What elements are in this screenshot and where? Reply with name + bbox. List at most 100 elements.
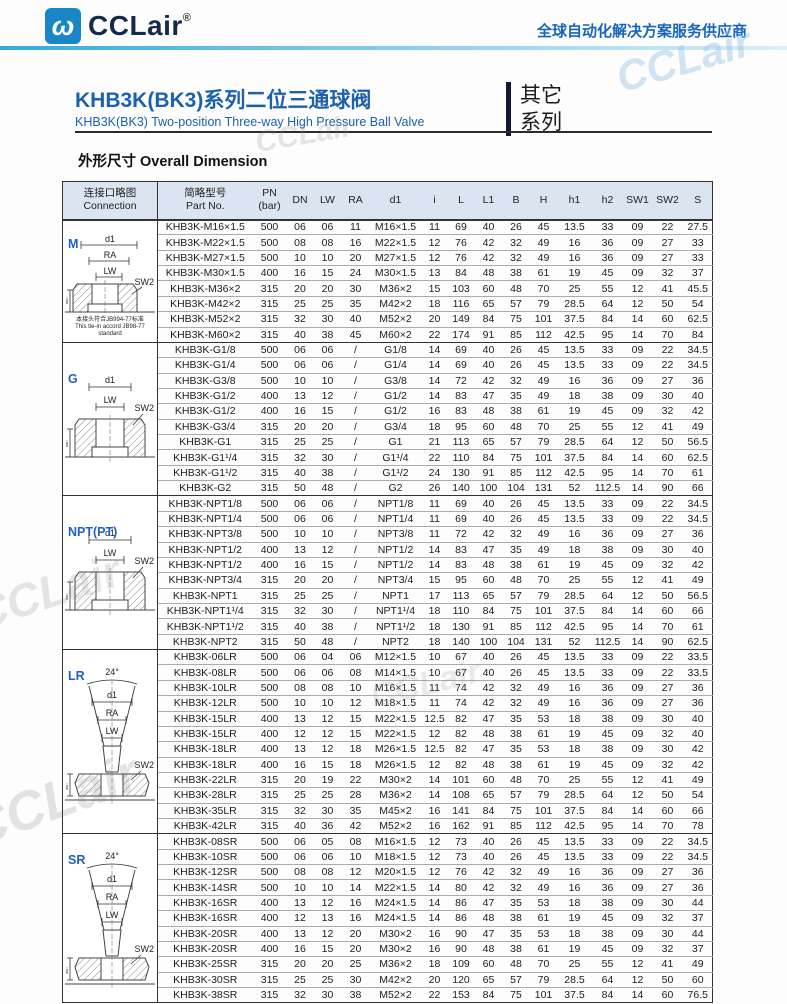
value-cell: 84 xyxy=(591,987,624,1004)
value-cell: 14 xyxy=(623,480,652,497)
value-cell: 101 xyxy=(529,803,558,820)
value-cell: 45 xyxy=(591,557,624,574)
value-cell: 103 xyxy=(447,280,475,297)
value-cell: 82 xyxy=(447,757,475,773)
value-cell: 60 xyxy=(651,449,684,466)
value-cell: 12 xyxy=(623,787,652,804)
value-cell: 30 xyxy=(313,449,342,466)
value-cell: 65 xyxy=(474,434,503,451)
value-cell: 06 xyxy=(286,219,314,236)
value-cell: 49 xyxy=(529,864,558,881)
value-cell: 15 xyxy=(341,726,370,743)
part-no-cell: KHB3K-NPT3/4 xyxy=(157,572,253,589)
value-cell: 06 xyxy=(313,664,342,681)
value-cell: 37.5 xyxy=(557,311,592,328)
table-row: KHB3K-G1/2 400 16 15/G1/2 16 83 48 38 61 19 45 09 32… xyxy=(63,403,713,420)
value-cell: 33 xyxy=(591,342,624,359)
value-cell: 315 xyxy=(252,634,287,651)
value-cell: 20 xyxy=(341,926,370,942)
value-cell: 14 xyxy=(623,603,652,620)
value-cell: NPT1 xyxy=(369,588,422,604)
value-cell: 14 xyxy=(623,327,652,343)
value-cell: 35 xyxy=(502,926,530,942)
value-cell: 12 xyxy=(421,833,448,850)
value-cell: 12 xyxy=(623,419,652,436)
value-cell: 62.5 xyxy=(683,634,713,651)
value-cell: 20 xyxy=(313,572,342,589)
value-cell: 86 xyxy=(447,895,475,912)
value-cell: G1/8 xyxy=(369,342,422,359)
straight-thread-connection-diagram: d1 LW SW2 i xyxy=(65,375,155,463)
value-cell: 400 xyxy=(252,926,287,942)
table-row: M d1 RA LW SW2 i 本接头符合JB994-77标准 This ti… xyxy=(62,219,713,343)
value-cell: 32 xyxy=(286,449,314,466)
value-cell: 82 xyxy=(447,741,475,758)
col-header-h2: h2 xyxy=(591,181,624,221)
svg-text:i: i xyxy=(66,966,68,976)
svg-text:i: i xyxy=(66,592,68,602)
svg-text:d1: d1 xyxy=(105,528,115,538)
value-cell: G1/4 xyxy=(369,357,422,374)
part-no-cell: KHB3K-G1/8 xyxy=(157,342,253,359)
value-cell: M14×1.5 xyxy=(369,664,422,681)
value-cell: 13.5 xyxy=(557,511,592,528)
value-cell: 12 xyxy=(286,910,314,927)
value-cell: 14 xyxy=(341,879,370,896)
value-cell: 131 xyxy=(529,480,558,497)
value-cell: 28.5 xyxy=(557,434,592,451)
value-cell: 17 xyxy=(421,588,448,604)
table-row: KHB3K-15LR 400 12 12 15 M22×1.5 12 82 48 38 61 19 45… xyxy=(63,726,713,743)
value-cell: / xyxy=(341,511,370,528)
value-cell: 73 xyxy=(447,833,475,850)
value-cell: 22 xyxy=(651,342,684,359)
table-row: KHB3K-NPT3/8 500 10 10/NPT3/8 11 72 42 32 49 16 36… xyxy=(63,526,713,543)
value-cell: 315 xyxy=(252,327,287,343)
value-cell: / xyxy=(341,557,370,574)
table-row: KHB3K-42LR 315 40 36 42 M52×2 16 162 91 85 112 42.5… xyxy=(63,818,713,835)
brand-logo-icon: ω xyxy=(45,8,81,44)
value-cell: 35 xyxy=(502,711,530,727)
value-cell: 38 xyxy=(591,926,624,942)
value-cell: 26 xyxy=(502,495,530,512)
table-row: KHB3K-25SR 315 20 20 25 M36×2 18 109 60 48 70 25 55 1… xyxy=(63,956,713,973)
value-cell: 49 xyxy=(529,879,558,896)
value-cell: 84 xyxy=(591,603,624,620)
value-cell: 45 xyxy=(529,495,558,512)
value-cell: 53 xyxy=(529,711,558,727)
table-row: KHB3K-G2 315 50 48/G2 26 140 100 104 131 52 112.5 1… xyxy=(63,480,713,497)
value-cell: 109 xyxy=(447,956,475,973)
value-cell: 36 xyxy=(683,680,713,697)
value-cell: 72 xyxy=(447,526,475,543)
part-no-cell: KHB3K-G1/2 xyxy=(157,403,253,420)
value-cell: 18 xyxy=(421,634,448,651)
value-cell: / xyxy=(341,388,370,405)
value-cell: 32 xyxy=(286,311,314,328)
value-cell: 06 xyxy=(286,833,314,850)
part-no-cell: KHB3K-M52×2 xyxy=(157,311,253,328)
connection-cell: M d1 RA LW SW2 i 本接头符合JB994-77标准 This ti… xyxy=(62,219,158,343)
table-row: KHB3K-30SR 315 25 25 30 M42×2 20 120 65 57 79 28.5 6… xyxy=(63,972,713,988)
value-cell: 10 xyxy=(341,680,370,697)
value-cell: 16 xyxy=(286,557,314,574)
value-cell: 91 xyxy=(474,327,503,343)
value-cell: 40 xyxy=(683,542,713,558)
part-no-cell: KHB3K-NPT1 xyxy=(157,588,253,604)
value-cell: 79 xyxy=(529,296,558,313)
part-no-cell: KHB3K-NPT3/8 xyxy=(157,526,253,543)
col-header-s: S xyxy=(683,181,713,221)
value-cell: M52×2 xyxy=(369,818,422,835)
value-cell: 15 xyxy=(313,557,342,574)
value-cell: 11 xyxy=(421,526,448,543)
value-cell: 18 xyxy=(557,895,592,912)
value-cell: 50 xyxy=(286,634,314,651)
value-cell: 09 xyxy=(623,757,652,773)
value-cell: M30×2 xyxy=(369,941,422,958)
value-cell: 55 xyxy=(591,772,624,789)
value-cell: 12 xyxy=(313,741,342,758)
table-row: KHB3K-NPT1/2 400 16 15/NPT1/2 14 83 48 38 61 19 45… xyxy=(63,557,713,574)
part-no-cell: KHB3K-G3/4 xyxy=(157,419,253,436)
value-cell: 38 xyxy=(591,741,624,758)
value-cell: 61 xyxy=(529,557,558,574)
value-cell: 500 xyxy=(252,680,287,697)
value-cell: 45.5 xyxy=(683,280,713,297)
